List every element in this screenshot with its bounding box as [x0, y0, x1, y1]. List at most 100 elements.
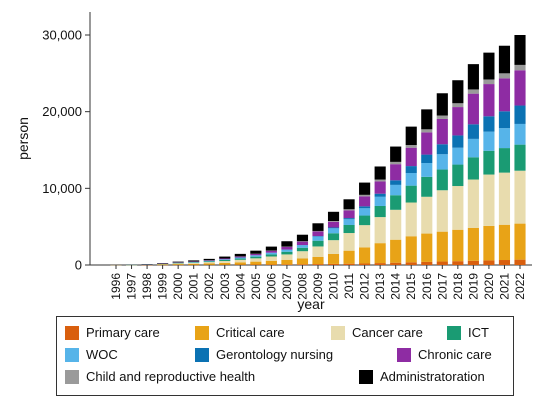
- bar-segment: [436, 231, 448, 262]
- bar-segment: [281, 241, 293, 247]
- x-tick-label: 2015: [404, 273, 418, 300]
- bar-segment: [296, 241, 309, 246]
- x-tick-label: 2001: [187, 273, 201, 300]
- x-tick-label: 2004: [233, 273, 247, 300]
- bar-segment: [374, 193, 386, 197]
- bar-segment: [265, 246, 277, 251]
- bar-segment: [514, 64, 526, 71]
- bar-segment: [312, 231, 324, 237]
- x-tick-label: 2000: [171, 273, 185, 300]
- bar-segment: [374, 243, 386, 264]
- bar-segment: [203, 260, 215, 261]
- bar-segment: [343, 219, 355, 225]
- x-tick-label: 2009: [311, 273, 325, 300]
- legend-swatch: [195, 347, 209, 362]
- bar-segment: [312, 256, 324, 265]
- y-tick-label: 0: [75, 258, 82, 273]
- x-tick-label: 2012: [358, 273, 372, 300]
- legend-item: Gerontology nursing: [195, 347, 333, 362]
- bar-segment: [250, 256, 262, 259]
- bar-segment: [436, 190, 448, 232]
- x-tick-label: 2022: [513, 273, 527, 300]
- bar-segment: [327, 228, 340, 234]
- x-tick-label: 2020: [482, 273, 496, 300]
- bar-segment: [374, 166, 386, 180]
- bar-segment: [312, 236, 324, 241]
- bar-segment: [405, 145, 417, 148]
- legend-item: Chronic care: [397, 347, 492, 362]
- x-tick-label: 2002: [202, 273, 216, 300]
- x-tick-label: 1996: [109, 273, 123, 300]
- legend-label: Chronic care: [418, 347, 492, 362]
- bar-segment: [327, 221, 340, 228]
- bar-segment: [265, 250, 277, 253]
- bar-segment: [234, 262, 246, 265]
- legend-swatch: [65, 325, 79, 340]
- bar-segment: [514, 35, 526, 65]
- bar-segment: [312, 223, 324, 231]
- bar-segment: [390, 184, 402, 196]
- bar-segment: [390, 239, 402, 263]
- bar-segment: [483, 84, 495, 117]
- bar-segment: [359, 182, 371, 195]
- bar-segment: [390, 161, 402, 165]
- legend-swatch: [195, 325, 209, 340]
- bar-segment: [219, 259, 231, 261]
- bar-segment: [452, 107, 464, 136]
- bar-segment: [390, 262, 402, 265]
- bar-segment: [265, 264, 277, 265]
- bar-segment: [514, 144, 526, 171]
- x-tick-label: 1997: [125, 273, 139, 300]
- legend-item: WOC: [65, 347, 118, 362]
- bar-segment: [498, 78, 511, 112]
- legend-label: ICT: [468, 325, 489, 340]
- bar-segment: [281, 259, 293, 265]
- bar-segment: [234, 256, 246, 258]
- bar-segment: [219, 262, 231, 265]
- x-tick-label: 2014: [389, 273, 403, 300]
- legend-swatch: [447, 325, 461, 340]
- bar-segment: [343, 263, 355, 265]
- bar-segment: [514, 223, 526, 260]
- bar-segment: [265, 254, 277, 257]
- bar-segment: [452, 164, 464, 187]
- bar-segment: [203, 261, 215, 263]
- legend-label: Child and reproductive health: [86, 369, 256, 384]
- x-tick-label: 2021: [497, 273, 511, 300]
- bar-segment: [436, 118, 448, 145]
- bar-segment: [483, 260, 495, 265]
- bar-segment: [467, 179, 479, 228]
- bar-segment: [374, 181, 386, 194]
- legend-label: Critical care: [216, 325, 285, 340]
- bar-segment: [281, 246, 293, 250]
- bar-segment: [390, 146, 402, 162]
- legend-label: Gerontology nursing: [216, 347, 334, 362]
- bar-segment: [234, 258, 246, 260]
- bar-segment: [359, 206, 371, 209]
- bar-segment: [498, 172, 511, 225]
- bar-segment: [421, 176, 433, 197]
- bar-segment: [219, 256, 231, 259]
- bar-segment: [405, 185, 417, 203]
- bar-segment: [421, 233, 433, 262]
- legend-item: Administratoration: [359, 369, 485, 384]
- bar-segment: [312, 240, 324, 247]
- bar-segment: [467, 260, 479, 265]
- bar-segment: [359, 247, 371, 264]
- bar-segment: [250, 261, 262, 265]
- x-tick-label: 1998: [140, 273, 154, 300]
- bar-segment: [483, 52, 495, 80]
- bar-segment: [219, 260, 231, 262]
- y-tick-label: 20,000: [42, 104, 82, 119]
- legend-label: Primary care: [86, 325, 160, 340]
- x-axis-title: year: [297, 296, 325, 312]
- bar-segment: [281, 264, 293, 265]
- bar-segment: [359, 196, 371, 207]
- bar-segment: [327, 263, 340, 265]
- bar-segment: [374, 205, 386, 218]
- bar-segment: [452, 135, 464, 148]
- bar-segment: [281, 251, 293, 255]
- bar-segment: [250, 250, 262, 254]
- x-tick-label: 2016: [420, 273, 434, 300]
